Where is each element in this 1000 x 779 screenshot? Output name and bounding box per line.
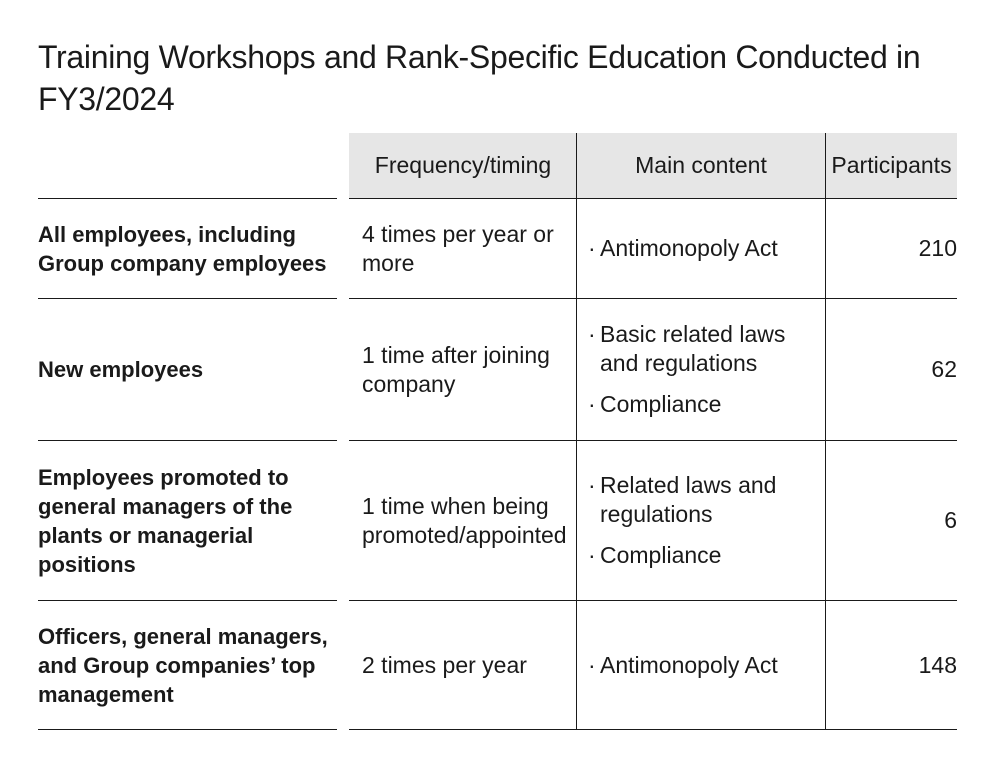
table-cell-participants: 62 (931, 356, 957, 382)
bullet-icon: · (588, 321, 596, 347)
row-rule (38, 600, 337, 601)
table-cell-main-content: · Antimonopoly Act (588, 199, 820, 298)
column-divider (825, 133, 826, 730)
row-rule (349, 440, 957, 441)
table-cell-main-content: · Related laws and regulations · Complia… (588, 441, 820, 600)
row-rule (349, 198, 957, 199)
content-item-text: Antimonopoly Act (600, 651, 778, 678)
row-rule (38, 198, 337, 199)
table-cell-frequency: 4 times per year or more (362, 220, 554, 276)
table-row-label: All employees, including Group company e… (38, 221, 327, 276)
table-cell-frequency: 1 time after joining company (362, 341, 550, 397)
content-item: · Basic related laws and regulations (588, 320, 820, 378)
content-item-text: Compliance (600, 391, 722, 417)
content-item-text: Antimonopoly Act (600, 235, 778, 261)
bullet-icon: · (588, 391, 596, 417)
table-cell-main-content: · Antimonopoly Act (588, 601, 820, 729)
row-rule (38, 729, 337, 730)
column-header-participants: Participants (831, 152, 952, 178)
content-item-text: Compliance (600, 542, 722, 568)
table-row-label: Employees promoted to general managers o… (38, 464, 293, 577)
table-cell-main-content: · Basic related laws and regulations · C… (588, 299, 820, 440)
row-rule (38, 298, 337, 299)
row-rule (349, 729, 957, 730)
content-item: · Related laws and regulations (588, 471, 820, 529)
content-item: · Compliance (588, 390, 820, 419)
bullet-icon: · (588, 472, 596, 498)
content-item-text: Basic related laws and regulations (600, 321, 786, 376)
content-item: · Antimonopoly Act (588, 234, 778, 263)
column-header-main-content: Main content (635, 152, 767, 178)
table-header-background (349, 133, 957, 198)
table-cell-participants: 210 (918, 235, 957, 261)
table-cell-participants: 6 (944, 507, 957, 533)
table-cell-participants: 148 (918, 651, 957, 678)
content-item: · Compliance (588, 541, 820, 570)
bullet-icon: · (588, 651, 596, 678)
row-rule (38, 440, 337, 441)
content-item-text: Related laws and regulations (600, 472, 777, 527)
row-rule (349, 600, 957, 601)
row-rule (349, 298, 957, 299)
bullet-icon: · (588, 542, 596, 568)
page-title: Training Workshops and Rank-Specific Edu… (38, 39, 921, 117)
content-item: · Antimonopoly Act (588, 651, 778, 680)
column-divider (576, 133, 577, 730)
table-cell-frequency: 2 times per year (362, 651, 527, 678)
column-header-frequency: Frequency/timing (374, 152, 552, 178)
table-cell-frequency: 1 time when being promoted/appointed (362, 492, 567, 548)
table-row-label: New employees (38, 357, 204, 382)
bullet-icon: · (588, 235, 596, 261)
table-row-label: Officers, general managers, and Group co… (38, 623, 328, 707)
